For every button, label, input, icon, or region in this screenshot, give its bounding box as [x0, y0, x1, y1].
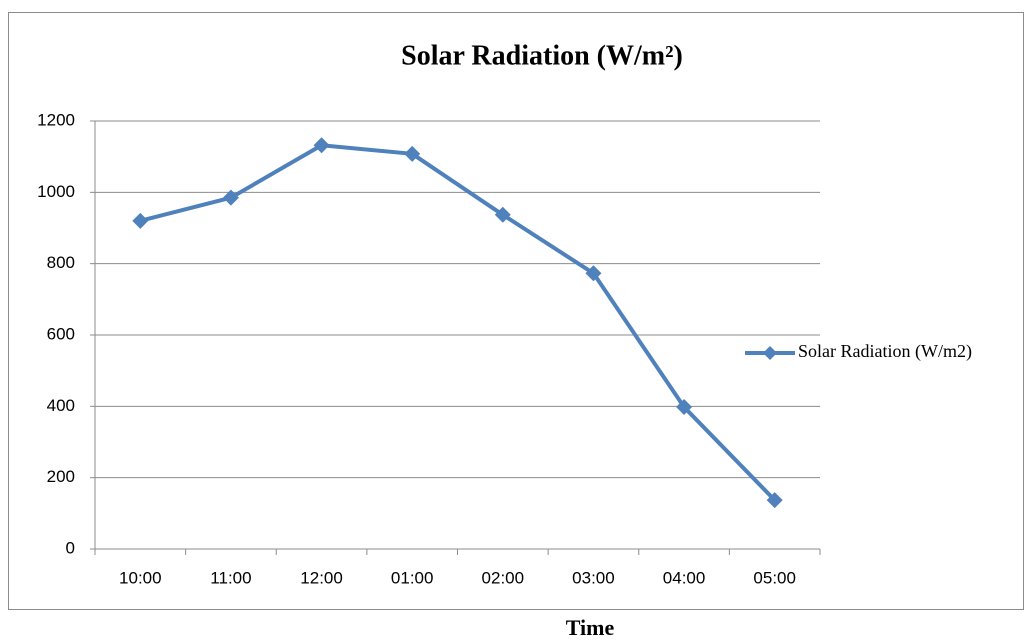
x-tick-label: 02:00 — [482, 568, 525, 587]
marker — [404, 145, 421, 162]
x-tick-label: 01:00 — [391, 568, 434, 587]
marker — [222, 189, 239, 206]
y-tick-label: 1200 — [37, 110, 75, 129]
x-tick-label: 11:00 — [210, 568, 251, 587]
chart-title: Solar Radiation (W/m²) — [401, 40, 683, 71]
legend-label: Solar Radiation (W/m2) — [798, 341, 972, 362]
x-tick-label: 04:00 — [663, 568, 706, 587]
marker — [313, 137, 330, 154]
x-tick-label: 05:00 — [753, 568, 796, 587]
y-tick-label: 400 — [47, 396, 75, 415]
y-tick-label: 0 — [66, 538, 75, 557]
marker — [766, 492, 783, 509]
x-tick-label: 12:00 — [300, 568, 343, 587]
y-tick-label: 1000 — [37, 182, 75, 201]
y-tick-label: 200 — [47, 467, 75, 486]
x-tick-label: 03:00 — [572, 568, 615, 587]
marker — [676, 399, 693, 416]
marker — [494, 206, 511, 223]
chart-border — [8, 12, 1024, 610]
legend-marker — [763, 346, 777, 360]
line — [139, 143, 777, 502]
marker — [585, 265, 602, 282]
x-tick-label: 10:00 — [119, 568, 162, 587]
marker — [132, 212, 149, 229]
x-axis-label: Time — [566, 615, 615, 640]
y-tick-label: 600 — [47, 324, 75, 343]
y-tick-label: 800 — [47, 253, 75, 272]
